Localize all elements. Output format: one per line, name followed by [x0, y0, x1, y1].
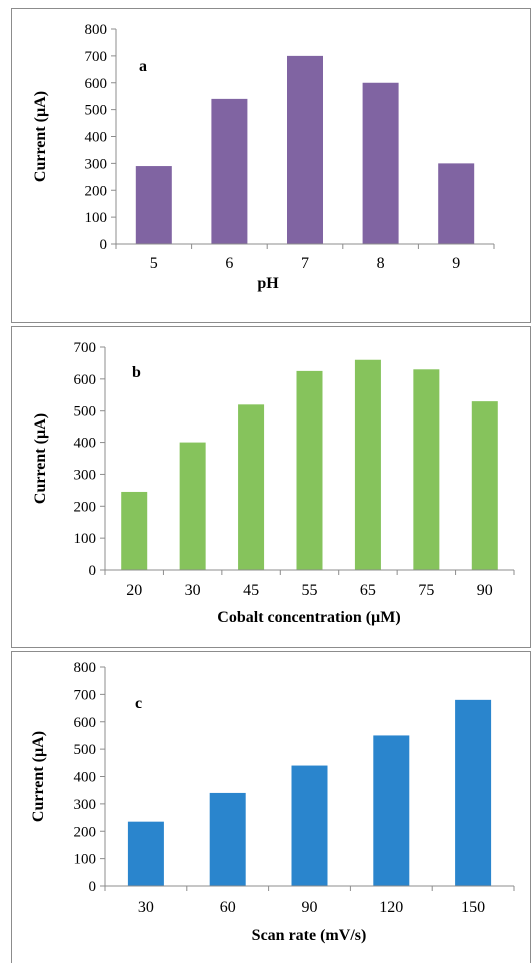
- y-tick-label-c: 600: [74, 715, 97, 731]
- bar-a: [438, 163, 475, 244]
- x-tick-label-a: 9: [452, 255, 460, 272]
- y-tick-label-a: 700: [85, 49, 108, 65]
- y-tick-label-b: 200: [74, 499, 97, 515]
- panel-letter-b: b: [132, 364, 141, 381]
- bar-c: [455, 699, 492, 886]
- y-tick-label-b: 300: [74, 467, 97, 483]
- y-tick-label-c: 800: [74, 660, 97, 676]
- chart-panel-a: 0 100 200 300 400 500 600 700 800 5 6 7 8 9 pH Current …: [11, 8, 531, 323]
- bar-b: [471, 401, 498, 570]
- y-tick-label-a: 600: [85, 76, 108, 92]
- x-tick-label-a: 5: [150, 255, 158, 272]
- y-tick-label-c: 100: [74, 852, 97, 868]
- x-tick-label-b: 65: [360, 582, 376, 599]
- bar-chart-a: 0 100 200 300 400 500 600 700 800 5 6 7 8 9 pH Current …: [32, 22, 495, 292]
- bar-b: [121, 491, 148, 570]
- bar-chart-c: 0 100 200 300 400 500 600 700 800 30 60 90 120 150 Sca…: [30, 660, 515, 944]
- x-tick-label-b: 20: [126, 582, 142, 599]
- bar-c: [373, 735, 410, 886]
- x-tick-label-b: 30: [185, 582, 201, 599]
- chart-panel-c: 0 100 200 300 400 500 600 700 800 30 60 90 120 150 Sca…: [11, 651, 531, 963]
- y-tick-label-b: 700: [74, 340, 97, 356]
- y-tick-label-a: 0: [100, 237, 108, 253]
- y-tick-label-a: 100: [85, 210, 108, 226]
- bar-b: [179, 442, 206, 570]
- y-axis-label-b: Current (µA): [32, 413, 49, 504]
- x-tick-label-c: 120: [379, 899, 403, 916]
- chart-panel-b: 0 100 200 300 400 500 600 700 20 30 45 55 65 75 90 Coba…: [11, 326, 531, 648]
- bar-b: [413, 369, 440, 570]
- bar-b: [296, 370, 323, 570]
- y-tick-label-c: 300: [74, 797, 97, 813]
- x-tick-label-a: 8: [377, 255, 385, 272]
- y-tick-label-a: 800: [85, 22, 108, 38]
- y-tick-label-c: 0: [89, 879, 97, 895]
- bar-a: [211, 98, 248, 244]
- x-tick-label-b: 45: [243, 582, 259, 599]
- y-tick-label-a: 400: [85, 130, 108, 146]
- x-axis-label-a: pH: [257, 275, 279, 292]
- x-tick-label-b: 75: [418, 582, 434, 599]
- x-tick-label-a: 6: [225, 255, 233, 272]
- y-tick-label-b: 100: [74, 531, 97, 547]
- x-tick-label-c: 30: [138, 899, 154, 916]
- x-axis-label-b: Cobalt concentration (µM): [217, 609, 400, 626]
- x-tick-label-c: 90: [302, 899, 318, 916]
- y-tick-label-c: 700: [74, 687, 97, 703]
- bar-a: [362, 82, 399, 244]
- x-tick-label-b: 55: [302, 582, 318, 599]
- y-tick-label-a: 500: [85, 103, 108, 119]
- x-tick-label-c: 150: [461, 899, 485, 916]
- y-tick-label-b: 0: [89, 563, 97, 579]
- x-tick-label-c: 60: [220, 899, 236, 916]
- bar-a: [287, 55, 323, 244]
- y-axis-label-c: Current (µA): [30, 731, 47, 822]
- bar-chart-b: 0 100 200 300 400 500 600 700 20 30 45 55 65 75 90 Coba…: [32, 340, 515, 626]
- y-axis-label-a: Current (µA): [32, 91, 49, 182]
- y-tick-label-b: 600: [74, 372, 97, 388]
- bar-c: [291, 765, 328, 886]
- y-tick-label-b: 500: [74, 404, 97, 420]
- bar-c: [209, 792, 246, 886]
- bar-c: [127, 821, 164, 886]
- bar-b: [238, 404, 265, 570]
- bar-a: [135, 166, 172, 244]
- y-tick-label-c: 500: [74, 742, 97, 758]
- y-tick-label-c: 200: [74, 824, 97, 840]
- y-tick-label-c: 400: [74, 770, 97, 786]
- panel-letter-c: c: [135, 695, 142, 712]
- x-tick-label-b: 90: [477, 582, 493, 599]
- y-tick-label-b: 400: [74, 436, 97, 452]
- y-tick-label-a: 200: [85, 183, 108, 199]
- y-tick-label-a: 300: [85, 156, 108, 172]
- panel-letter-a: a: [139, 58, 147, 75]
- x-axis-label-c: Scan rate (mV/s): [252, 927, 367, 944]
- x-tick-label-a: 7: [301, 255, 309, 272]
- bar-b: [354, 359, 381, 570]
